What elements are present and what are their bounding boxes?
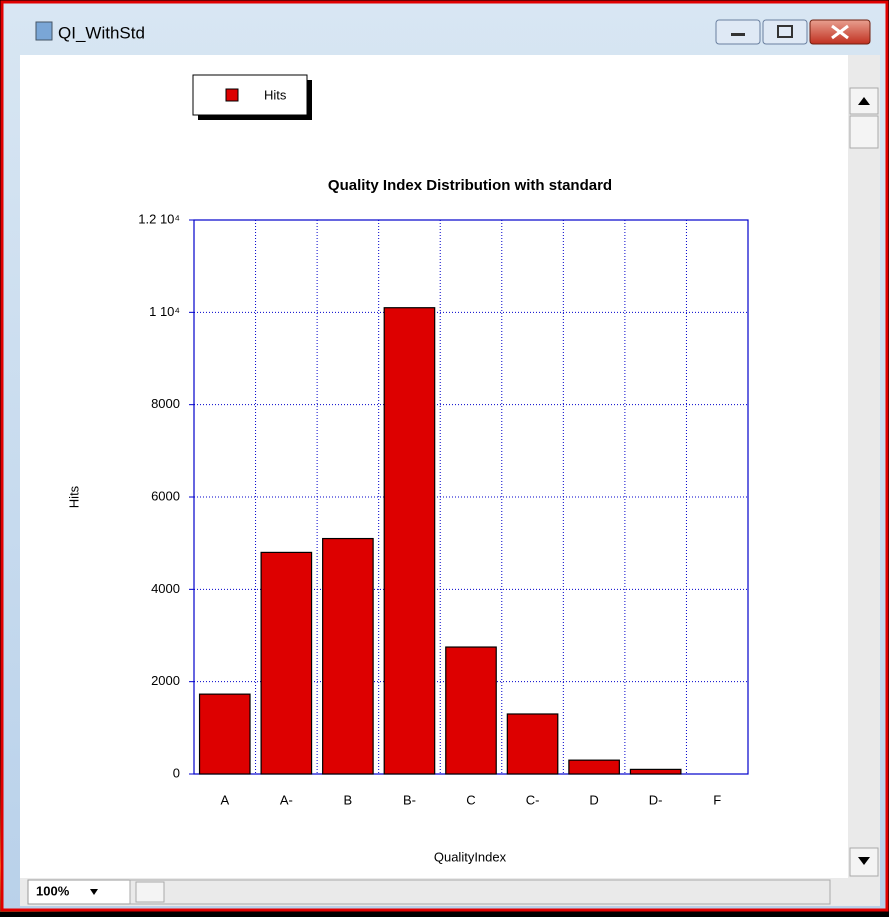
- x-tick-label: A-: [280, 792, 293, 807]
- scroll-thumb[interactable]: [849, 115, 879, 149]
- y-tick-label: 6000: [151, 488, 180, 503]
- legend: [192, 74, 308, 116]
- bar: [383, 307, 436, 775]
- x-tick-label: B-: [403, 792, 416, 807]
- bar: [506, 713, 559, 775]
- window-title: QI_WithStd: [58, 23, 145, 42]
- y-tick-label: 1.2 10⁴: [138, 211, 180, 226]
- legend-label: Hits: [264, 87, 287, 102]
- x-tick-label: C: [466, 792, 475, 807]
- bar: [322, 537, 374, 775]
- close-icon: [831, 24, 849, 40]
- y-tick-label: 2000: [151, 673, 180, 688]
- vertical-scrollbar[interactable]: [848, 55, 880, 878]
- x-tick-label: C-: [526, 792, 540, 807]
- bar: [198, 693, 251, 775]
- chart: Quality Index Distribution with standard…: [66, 74, 749, 864]
- scroll-down-arrow: [858, 857, 870, 865]
- x-tick-label: D: [589, 792, 598, 807]
- bar: [260, 551, 313, 775]
- y-tick-label: 1 10⁴: [149, 304, 180, 319]
- minimize-icon: [731, 33, 745, 36]
- x-axis-label: QualityIndex: [434, 849, 507, 864]
- zoom-box[interactable]: [27, 879, 131, 905]
- y-tick-label: 8000: [151, 396, 180, 411]
- window-icon: [35, 21, 53, 41]
- x-tick-label: F: [713, 792, 721, 807]
- bar: [568, 759, 620, 775]
- zoom-arrow: [90, 889, 98, 895]
- horizontal-thumb[interactable]: [135, 881, 165, 903]
- y-tick-label: 4000: [151, 581, 180, 596]
- scroll-up-arrow: [858, 97, 870, 105]
- chart-title: Quality Index Distribution with standard: [328, 177, 612, 194]
- maximize-button[interactable]: [762, 19, 808, 45]
- bar: [629, 768, 682, 775]
- horizontal-scrollbar[interactable]: [129, 879, 831, 905]
- minimize-button[interactable]: [715, 19, 761, 45]
- x-tick-label: B: [344, 792, 353, 807]
- x-tick-label: D-: [649, 792, 663, 807]
- y-axis-label: Hits: [66, 485, 81, 508]
- maximize-icon: [777, 25, 793, 38]
- y-tick-label: 0: [173, 765, 180, 780]
- legend-swatch: [225, 88, 239, 102]
- zoom-label: 100%: [36, 883, 70, 898]
- bar: [445, 646, 497, 775]
- x-tick-label: A: [220, 792, 229, 807]
